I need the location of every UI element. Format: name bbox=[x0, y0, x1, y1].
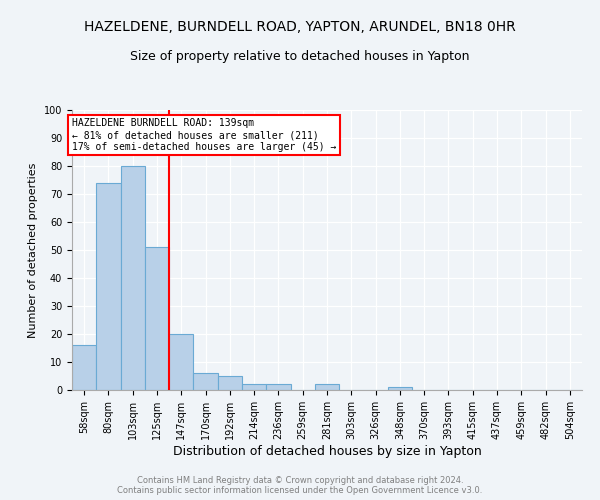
Bar bbox=[96, 183, 121, 390]
Bar bbox=[266, 384, 290, 390]
Text: HAZELDENE BURNDELL ROAD: 139sqm
← 81% of detached houses are smaller (211)
17% o: HAZELDENE BURNDELL ROAD: 139sqm ← 81% of… bbox=[72, 118, 337, 152]
Bar bbox=[193, 373, 218, 390]
Bar bbox=[242, 384, 266, 390]
X-axis label: Distribution of detached houses by size in Yapton: Distribution of detached houses by size … bbox=[173, 444, 481, 458]
Bar bbox=[145, 247, 169, 390]
Bar bbox=[315, 384, 339, 390]
Bar bbox=[169, 334, 193, 390]
Bar bbox=[72, 345, 96, 390]
Text: HAZELDENE, BURNDELL ROAD, YAPTON, ARUNDEL, BN18 0HR: HAZELDENE, BURNDELL ROAD, YAPTON, ARUNDE… bbox=[84, 20, 516, 34]
Bar bbox=[121, 166, 145, 390]
Bar bbox=[388, 387, 412, 390]
Text: Contains HM Land Registry data © Crown copyright and database right 2024.
Contai: Contains HM Land Registry data © Crown c… bbox=[118, 476, 482, 495]
Y-axis label: Number of detached properties: Number of detached properties bbox=[28, 162, 38, 338]
Bar bbox=[218, 376, 242, 390]
Text: Size of property relative to detached houses in Yapton: Size of property relative to detached ho… bbox=[130, 50, 470, 63]
